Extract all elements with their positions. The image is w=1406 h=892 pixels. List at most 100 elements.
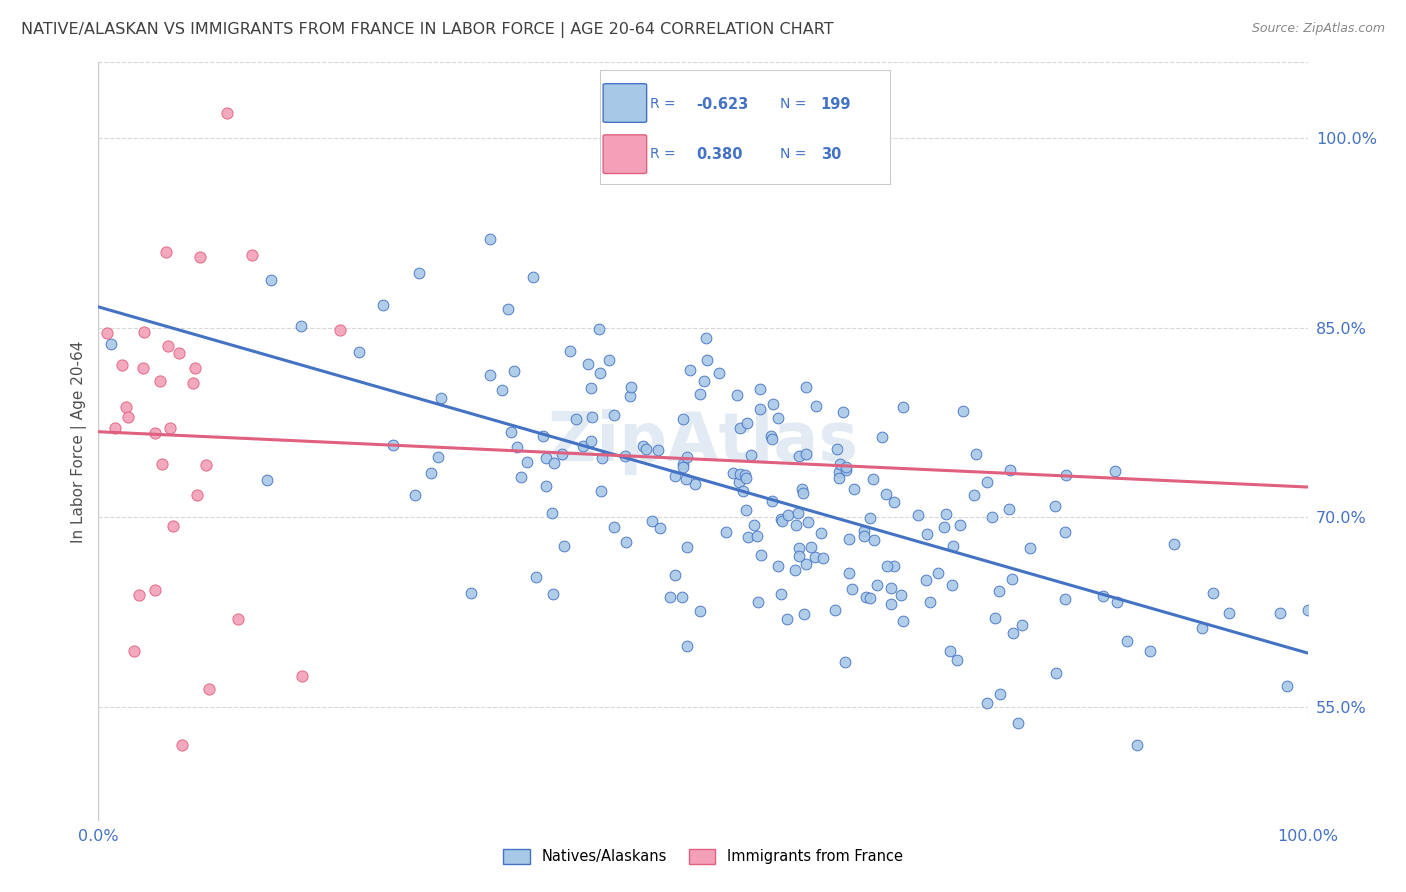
Y-axis label: In Labor Force | Age 20-64: In Labor Force | Age 20-64 <box>72 341 87 542</box>
Point <box>1045 499 1067 513</box>
Point <box>589 367 612 381</box>
Point <box>510 470 533 484</box>
Point <box>228 612 250 626</box>
Point <box>794 380 817 394</box>
Point <box>948 518 970 533</box>
Point <box>1218 606 1240 620</box>
Point <box>564 412 586 426</box>
Point <box>1277 679 1299 693</box>
Point <box>734 467 756 482</box>
Point <box>143 426 166 441</box>
Point <box>862 533 884 547</box>
Point <box>728 467 751 482</box>
Point <box>835 463 858 477</box>
Point <box>917 526 939 541</box>
Point <box>783 563 806 577</box>
Point <box>731 483 754 498</box>
Point <box>889 588 911 602</box>
Point <box>515 455 537 469</box>
Point <box>1000 463 1022 477</box>
Point <box>215 106 238 120</box>
Point <box>824 603 846 617</box>
Point <box>591 483 613 498</box>
Point <box>841 582 863 596</box>
Point <box>938 644 960 658</box>
Point <box>785 518 807 533</box>
Point <box>329 323 352 337</box>
Point <box>862 472 884 486</box>
Point <box>371 298 394 312</box>
Point <box>965 447 987 461</box>
Point <box>543 456 565 470</box>
Point <box>730 421 752 435</box>
Point <box>100 336 122 351</box>
Point <box>1091 589 1114 603</box>
Point <box>735 471 758 485</box>
Point <box>143 582 166 597</box>
Point <box>941 577 963 591</box>
Point <box>478 232 501 246</box>
Point <box>675 639 697 653</box>
Point <box>1107 594 1129 608</box>
Point <box>581 410 603 425</box>
Point <box>1296 602 1319 616</box>
Point <box>981 510 1004 524</box>
Point <box>866 578 889 592</box>
Point <box>460 586 482 600</box>
Point <box>825 442 848 456</box>
Point <box>506 440 529 454</box>
Point <box>479 368 502 382</box>
Point <box>883 558 905 573</box>
Point <box>761 432 783 446</box>
Point <box>167 346 190 360</box>
Point <box>835 460 858 475</box>
Point <box>1126 738 1149 752</box>
Point <box>128 588 150 602</box>
Point <box>976 475 998 489</box>
Point <box>828 465 851 479</box>
Point <box>804 550 827 565</box>
Point <box>404 488 426 502</box>
Point <box>1054 468 1077 483</box>
Point <box>794 557 817 571</box>
Point <box>522 269 544 284</box>
Point <box>672 411 695 425</box>
Point <box>778 508 800 522</box>
Point <box>679 362 702 376</box>
Legend: Natives/Alaskans, Immigrants from France: Natives/Alaskans, Immigrants from France <box>498 843 908 871</box>
Point <box>727 475 749 489</box>
Point <box>633 439 655 453</box>
Point <box>853 524 876 539</box>
Point <box>766 411 789 425</box>
Point <box>721 466 744 480</box>
Point <box>915 573 938 587</box>
Point <box>591 451 613 466</box>
Point <box>499 425 522 440</box>
Point <box>620 380 643 394</box>
Point <box>883 494 905 508</box>
Point <box>952 403 974 417</box>
Point <box>648 521 671 535</box>
Point <box>855 590 877 604</box>
Point <box>891 614 914 628</box>
Point <box>1104 464 1126 478</box>
Point <box>672 460 695 475</box>
Text: ZipAtlas: ZipAtlas <box>548 409 858 475</box>
Point <box>831 405 853 419</box>
Point <box>1115 633 1137 648</box>
Point <box>675 540 697 554</box>
Point <box>876 558 898 573</box>
Point <box>420 466 443 480</box>
Point <box>976 696 998 710</box>
Point <box>1018 541 1040 556</box>
Point <box>111 359 134 373</box>
Point <box>676 450 699 464</box>
Point <box>695 331 717 345</box>
Point <box>558 344 581 359</box>
Point <box>104 421 127 435</box>
Point <box>769 587 792 601</box>
Point <box>672 457 695 471</box>
Text: Source: ZipAtlas.com: Source: ZipAtlas.com <box>1251 22 1385 36</box>
Point <box>117 409 139 424</box>
Point <box>347 345 370 359</box>
